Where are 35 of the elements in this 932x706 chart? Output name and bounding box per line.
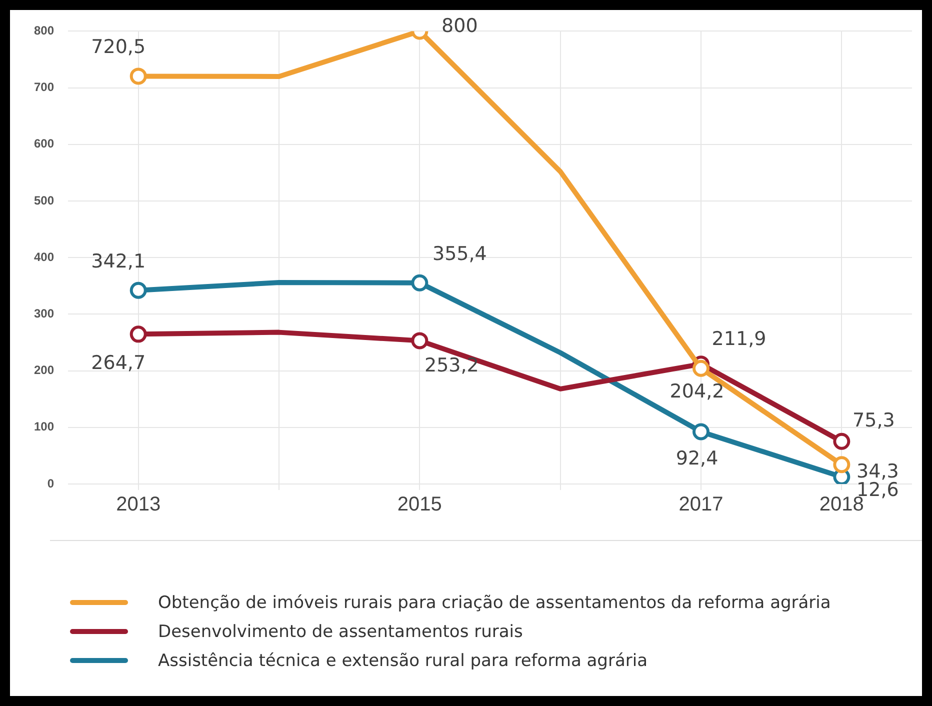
point bbox=[130, 326, 147, 343]
x-tick-label: 2013 bbox=[116, 494, 161, 516]
y-tick-label: 200 bbox=[34, 363, 54, 378]
point bbox=[130, 68, 147, 85]
data-label: 342,1 bbox=[91, 250, 146, 272]
x-tick-label: 2017 bbox=[678, 494, 724, 516]
point bbox=[692, 423, 710, 440]
y-tick-label: 500 bbox=[34, 193, 54, 208]
point bbox=[411, 332, 428, 350]
y-tick-label: 800 bbox=[34, 24, 54, 38]
point bbox=[833, 432, 850, 450]
y-tick-label: 600 bbox=[34, 136, 54, 151]
legend-label: Obtenção de imóveis rurais para criação de assentamentos da reforma agrária bbox=[158, 592, 831, 612]
data-label: 34,3 bbox=[856, 460, 899, 483]
y-tick-label: 700 bbox=[34, 80, 54, 94]
y-tick-label: 400 bbox=[34, 250, 54, 264]
data-label: 75,3 bbox=[852, 409, 895, 432]
point bbox=[692, 360, 710, 377]
data-label: 720,5 bbox=[91, 36, 146, 58]
data-label: 355,4 bbox=[432, 242, 487, 265]
point bbox=[130, 282, 147, 299]
data-label: 800 bbox=[442, 15, 478, 38]
y-tick-label: 0 bbox=[47, 476, 54, 490]
data-label: 211,9 bbox=[712, 328, 766, 350]
legend-label: Assistência técnica e extensão rural para reforma agrária bbox=[158, 650, 648, 670]
data-label: 253,2 bbox=[424, 354, 479, 377]
y-tick-label: 100 bbox=[34, 420, 54, 434]
x-tick-label: 2015 bbox=[397, 494, 442, 516]
point bbox=[411, 274, 428, 292]
legend-label: Desenvolvimento de assentamentos rurais bbox=[158, 622, 523, 642]
point bbox=[833, 456, 850, 474]
data-label: 204,2 bbox=[670, 380, 724, 402]
y-tick-label: 300 bbox=[34, 306, 54, 321]
data-label: 92,4 bbox=[676, 448, 718, 470]
data-label: 264,7 bbox=[91, 352, 146, 374]
